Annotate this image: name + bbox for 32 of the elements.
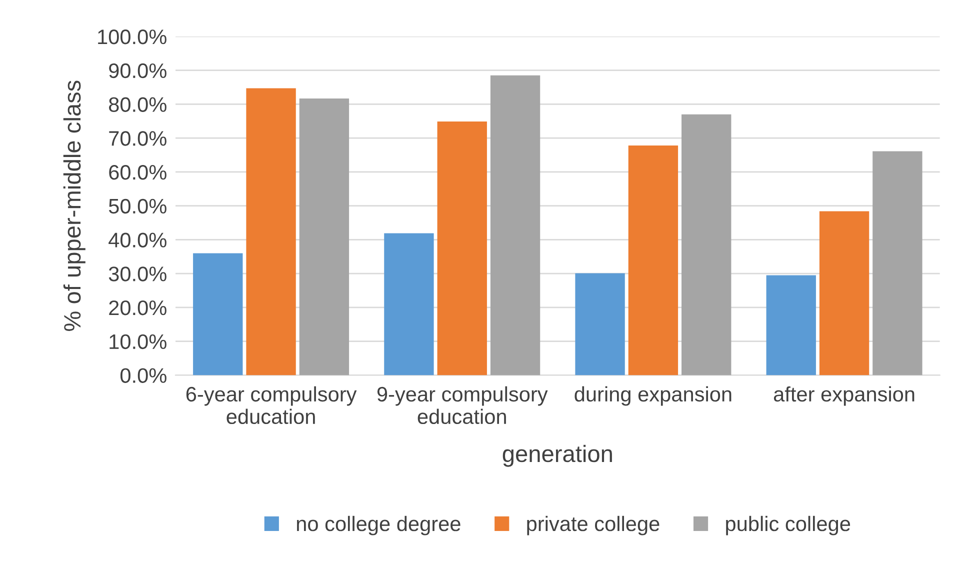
bar	[766, 275, 816, 376]
bar	[819, 211, 870, 376]
y-tick-label: 50.0%	[108, 198, 166, 214]
x-axis-title: generation	[502, 444, 612, 467]
x-tick-label: 9-year compulsory education	[377, 386, 548, 424]
y-tick-label: 30.0%	[108, 266, 166, 282]
legend-label: no college degree	[296, 516, 460, 536]
y-tick-label: 80.0%	[109, 97, 166, 112]
x-tick-label: 6-year compulsory education	[186, 386, 357, 424]
y-tick-label: 0.0%	[120, 368, 166, 383]
bar	[384, 233, 434, 376]
bar	[575, 273, 625, 376]
x-tick-label: during expansion	[574, 386, 732, 406]
x-tick-label: after expansion	[774, 386, 914, 406]
y-tick-label: 70.0%	[109, 131, 166, 146]
y-tick-label: 90.0%	[109, 63, 166, 78]
bar	[628, 146, 678, 376]
bar	[872, 151, 922, 376]
bar	[490, 75, 540, 376]
y-tick-label: 100.0%	[98, 29, 166, 44]
y-tick-label: 20.0%	[109, 300, 166, 316]
legend-label: public college	[726, 516, 850, 536]
bar	[193, 253, 243, 376]
y-tick-label: 40.0%	[108, 232, 166, 248]
y-tick-label: 10.0%	[110, 334, 166, 350]
bar	[682, 114, 732, 376]
legend-label: private college	[527, 516, 660, 536]
y-axis-title: % of upper-middle class	[63, 80, 86, 331]
bar	[299, 98, 350, 376]
bar	[246, 88, 296, 376]
y-tick-label: 60.0%	[109, 164, 166, 180]
bar	[437, 121, 487, 376]
